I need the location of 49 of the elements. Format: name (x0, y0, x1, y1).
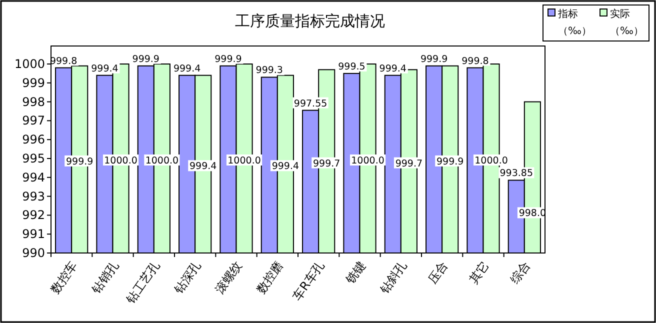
data-label: 997.55 (294, 98, 328, 110)
data-label: 999.3 (256, 65, 283, 76)
y-tick-label: 992 (22, 208, 45, 222)
data-label: 999.4 (190, 161, 217, 172)
x-tick-label: 压合 (425, 258, 451, 286)
data-label: 999.7 (395, 158, 423, 170)
data-label: 1000.0 (351, 156, 384, 166)
x-tick-label: 钻斜孔 (376, 258, 410, 298)
legend-label: 指标（‰） (557, 8, 592, 37)
x-tick-label: 滚螺纹 (212, 258, 245, 296)
data-label: 999.4 (379, 63, 406, 74)
data-label: 999.7 (313, 158, 340, 170)
y-tick-label: 997 (22, 114, 45, 128)
legend-label: 实际（‰） (610, 8, 644, 37)
data-label: 1000.0 (474, 156, 508, 166)
x-tick-label: 铣键 (342, 258, 368, 288)
data-label: 999.5 (338, 61, 366, 72)
data-label: 999.9 (420, 54, 448, 65)
x-tick-label: 数控车 (48, 258, 80, 296)
y-tick-label: 1000 (14, 57, 45, 71)
y-tick-label: 995 (22, 152, 45, 166)
data-label: 1000.0 (145, 156, 179, 166)
data-label: 999.4 (173, 63, 201, 74)
y-tick-label: 996 (22, 132, 45, 147)
x-tick-label: 综合 (508, 258, 533, 286)
data-label: 999.9 (66, 156, 94, 168)
data-label: 1000.0 (104, 156, 138, 166)
x-tick-label: 钻销孔 (88, 258, 122, 298)
data-label: 999.9 (436, 156, 464, 168)
x-tick-label: 数控磨 (254, 258, 286, 296)
data-label: 999.8 (462, 56, 489, 67)
y-tick-label: 998 (22, 94, 45, 109)
chart-title: 工序质量指标完成情况 (235, 12, 385, 30)
y-tick-label: 991 (22, 227, 45, 242)
x-tick-label: 钻深孔 (170, 258, 204, 298)
data-label: 999.4 (91, 63, 118, 74)
data-label: 999.8 (50, 56, 78, 67)
data-label: 1000.0 (228, 156, 261, 166)
x-tick-label: 车R车孔 (290, 258, 328, 304)
data-label: 999.9 (132, 54, 160, 65)
y-tick-label: 990 (22, 246, 45, 260)
y-tick-label: 993 (22, 189, 45, 204)
y-tick-label: 994 (22, 170, 45, 184)
data-label: 993.85 (500, 168, 534, 180)
data-label: 999.4 (272, 161, 300, 172)
x-tick-label: 钻工艺孔 (122, 258, 162, 307)
y-tick-label: 999 (22, 76, 45, 90)
data-label: 999.9 (214, 54, 242, 65)
x-tick-label: 其它 (466, 258, 492, 286)
